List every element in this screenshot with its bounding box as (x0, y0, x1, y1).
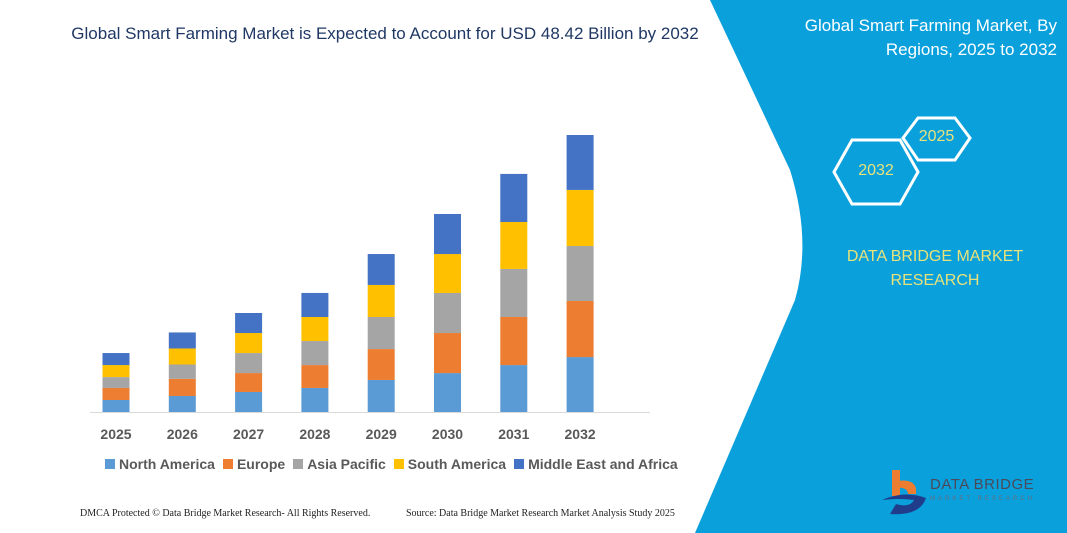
side-panel-title: Global Smart Farming Market, By Regions,… (804, 16, 1057, 59)
bar-segment-2026-1 (168, 378, 196, 396)
chart-title: Global Smart Farming Market is Expected … (71, 24, 699, 43)
bar-segment-2027-0 (235, 391, 263, 412)
x-tick-label: 2031 (498, 426, 529, 442)
legend-label: Middle East and Africa (528, 456, 678, 472)
bar-segment-2026-3 (168, 348, 196, 365)
hex-2025 (901, 116, 972, 162)
bar-segment-2032-4 (566, 135, 594, 190)
bar-segment-2025-3 (102, 365, 130, 378)
bar-segment-2028-3 (301, 316, 329, 342)
bar-segment-2030-2 (434, 292, 461, 334)
legend-label: Europe (236, 456, 286, 472)
legend-label: Asia Pacific (307, 456, 386, 472)
legend-swatch (514, 459, 525, 469)
bar-segment-2025-1 (102, 387, 130, 400)
legend-swatch (293, 459, 304, 469)
bar-segment-2027-3 (235, 333, 263, 354)
bar-segment-2025-2 (102, 377, 130, 388)
logo-icon (882, 470, 926, 515)
legend-item: Asia Pacific (293, 456, 386, 472)
bar-segment-2031-4 (500, 173, 528, 222)
x-tick-label: 2025 (100, 426, 131, 442)
legend-item: North America (105, 456, 215, 472)
hex-2032 (832, 138, 920, 206)
chart-area: 2025 2026 2027 2028 2029 2030 2031 2032 (90, 135, 650, 442)
bar-segment-2026-2 (168, 364, 196, 379)
bar-segment-2028-4 (301, 292, 329, 317)
x-tick-label: 2029 (366, 426, 397, 442)
bar-segment-2027-4 (235, 312, 263, 334)
side-panel (695, 0, 1067, 533)
legend-label: North America (119, 456, 215, 472)
legend-swatch (222, 459, 233, 469)
bar-segment-2028-1 (301, 365, 329, 388)
bar-segment-2029-3 (367, 284, 395, 317)
brand-text: DATA BRIDGE MARKET RESEARCH (846, 248, 1024, 289)
bar-segment-2025-4 (102, 353, 130, 366)
bar-segment-2029-4 (367, 254, 395, 285)
legend-swatch (393, 459, 404, 469)
bar-segment-2032-3 (566, 189, 594, 247)
legend-swatch (105, 459, 115, 469)
bar-segment-2030-1 (434, 333, 461, 374)
bar-segment-2030-3 (434, 254, 461, 293)
footer-copyright: DMCA Protected © Data Bridge Market Rese… (80, 508, 371, 519)
bar-segment-2028-0 (301, 387, 329, 412)
x-tick-label: 2032 (565, 426, 596, 442)
logo-name: DATA BRIDGE (930, 476, 1035, 493)
bar-segment-2029-1 (367, 349, 395, 380)
footer-source: Source: Data Bridge Market Research Mark… (406, 508, 675, 519)
x-tick-label: 2026 (167, 426, 198, 442)
bar-segment-2029-0 (367, 379, 395, 412)
bar-segment-2028-2 (301, 341, 329, 366)
logo-subtitle: MARKET RESEARCH (930, 496, 1035, 502)
bar-segment-2031-0 (500, 365, 528, 412)
legend-label: South America (407, 456, 507, 472)
bar-segment-2027-1 (235, 373, 263, 392)
bar-segment-2031-3 (500, 221, 528, 269)
bar-segment-2030-0 (434, 373, 461, 412)
bar-segment-2030-4 (434, 213, 461, 255)
bar-segment-2026-4 (168, 332, 196, 349)
bar-segment-2026-0 (168, 395, 196, 412)
bar-segment-2032-2 (566, 246, 594, 301)
legend-item: Middle East and Africa (514, 456, 678, 472)
hex-label-2025: 2025 (918, 128, 955, 145)
bar-segment-2032-0 (566, 357, 594, 412)
bar-segment-2031-1 (500, 316, 528, 366)
x-tick-label: 2027 (233, 426, 264, 442)
bar-segment-2025-0 (102, 399, 130, 412)
legend-item: South America (393, 456, 507, 472)
bar-segment-2031-2 (500, 268, 528, 317)
bar-segment-2027-2 (235, 353, 263, 374)
bar-segment-2029-2 (367, 316, 395, 350)
hex-label-2032: 2032 (858, 162, 894, 179)
x-tick-label: 2030 (432, 426, 463, 442)
bar-segment-2032-1 (566, 300, 594, 358)
legend-item: Europe (222, 456, 286, 472)
x-tick-label: 2028 (299, 426, 330, 442)
legend: North America Europe Asia Pacific South Ame… (105, 456, 678, 472)
